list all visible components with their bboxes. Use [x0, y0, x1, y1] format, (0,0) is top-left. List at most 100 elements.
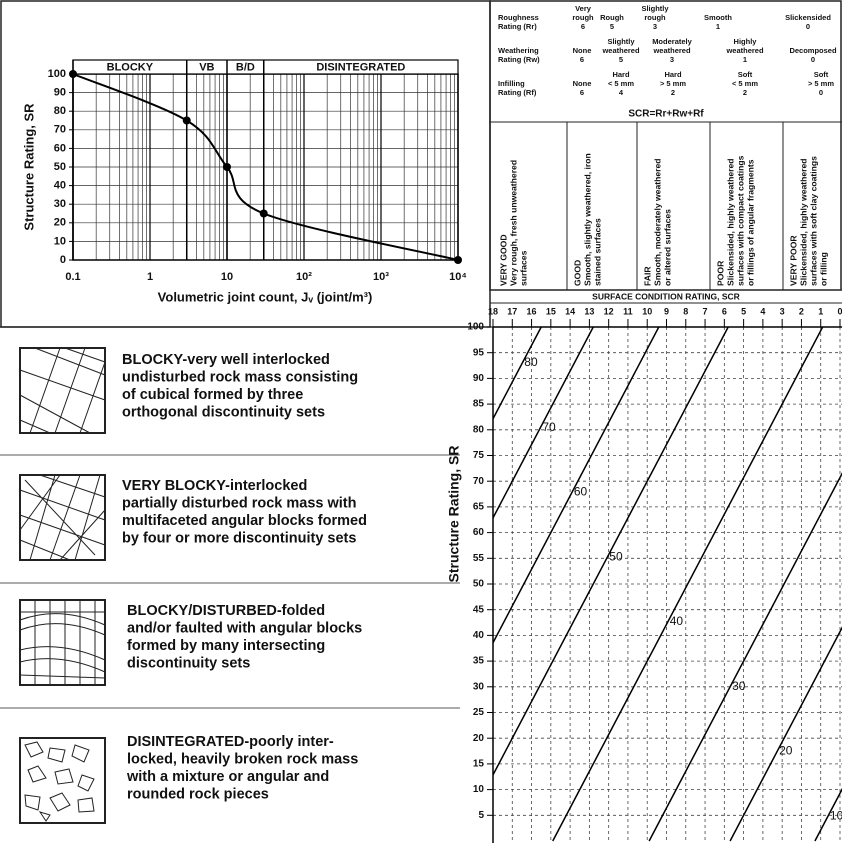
gsi-label: 70: [542, 420, 556, 434]
cell-text: < 5 mm: [732, 79, 758, 88]
condition-text: or altered surfaces: [662, 209, 672, 286]
cell-text: > 5 mm: [660, 79, 686, 88]
cell-text: Smooth: [704, 13, 732, 22]
x-tick-label: 17: [507, 306, 517, 316]
x-tick-label: 18: [488, 306, 498, 316]
cell-text: Highly: [734, 37, 758, 46]
x-tick-label: 9: [664, 306, 669, 316]
y-tick-label: 80: [473, 424, 485, 435]
condition-text: stained surfaces: [592, 218, 602, 286]
y-tick-label: 90: [473, 373, 485, 384]
data-point: [69, 70, 77, 78]
structure-text: partially disturbed rock mass with: [122, 495, 357, 511]
y-tick-label: 20: [473, 733, 485, 744]
cell-text: Hard: [664, 70, 682, 79]
condition-text: surfaces with compact coatings: [735, 155, 745, 286]
y-tick-label: 0: [60, 254, 66, 266]
y-tick-label: 10: [473, 784, 485, 795]
row-label: Rating (Rr): [498, 22, 537, 31]
y-tick-label: 5: [478, 810, 484, 821]
x-tick-label: 4: [760, 306, 765, 316]
gsi-label: 20: [779, 744, 793, 758]
structure-text: BLOCKY/DISTURBED-folded: [127, 603, 325, 619]
band-label: VB: [199, 61, 214, 73]
x-tick-label: 14: [565, 306, 575, 316]
cell-text: weathered: [725, 46, 764, 55]
x-tick-label: 5: [741, 306, 746, 316]
condition-class: POOR: [715, 260, 725, 286]
cell-rating: 5: [610, 22, 614, 31]
cell-rating: 3: [670, 55, 674, 64]
x-tick-label: 10²: [296, 271, 312, 283]
cell-text: > 5 mm: [808, 79, 834, 88]
cell-text: Very: [575, 4, 592, 13]
condition-class: GOOD: [572, 260, 582, 286]
gsi-label: 50: [609, 549, 623, 563]
structure-text: locked, heavily broken rock mass: [127, 751, 358, 767]
y-tick-label: 35: [473, 656, 485, 667]
y-tick-label: 50: [54, 161, 66, 173]
cell-text: rough: [644, 13, 666, 22]
cell-text: Moderately: [652, 37, 692, 46]
y-tick-label: 95: [473, 347, 485, 358]
cell-text: Hard: [612, 70, 630, 79]
gsi-label: 10: [830, 808, 842, 822]
condition-text: Smooth, slightly weathered, iron: [582, 153, 592, 286]
y-tick-label: 45: [473, 604, 485, 615]
x-tick-label: 1: [818, 306, 823, 316]
cell-text: rough: [572, 13, 594, 22]
x-tick-label: 10: [642, 306, 652, 316]
cell-rating: 1: [716, 22, 720, 31]
cell-text: Rough: [600, 13, 624, 22]
band-label: BLOCKY: [107, 61, 154, 73]
x-tick-label: 13: [584, 306, 594, 316]
row-label: Rating (Rw): [498, 55, 540, 64]
cell-text: Decomposed: [789, 46, 837, 55]
cell-text: weathered: [652, 46, 691, 55]
x-tick-label: 7: [703, 306, 708, 316]
row-label: Infilling: [498, 79, 525, 88]
cell-text: Slightly: [641, 4, 669, 13]
cell-text: < 5 mm: [608, 79, 634, 88]
cell-text: Soft: [814, 70, 829, 79]
row-label: Roughness: [498, 13, 539, 22]
cell-text: Slickensided: [785, 13, 831, 22]
gsi-label: 80: [524, 355, 538, 369]
gsi-label: 40: [670, 614, 684, 628]
x-axis-label: SURFACE CONDITION RATING, SCR: [592, 291, 740, 301]
y-tick-label: 60: [473, 527, 485, 538]
structure-text: orthogonal discontinuity sets: [122, 404, 325, 420]
condition-text: or fillings of angular fragments: [745, 159, 755, 286]
x-tick-label: 0: [837, 306, 842, 316]
data-point: [183, 117, 191, 125]
structure-text: with a mixture or angular and: [126, 769, 329, 785]
structure-text: discontinuity sets: [127, 655, 250, 671]
structure-text: undisturbed rock mass consisting: [122, 369, 358, 385]
x-tick-label: 10³: [373, 271, 389, 283]
data-point: [454, 256, 462, 264]
y-tick-label: 70: [54, 124, 66, 136]
y-axis-label: Structure Rating, SR: [21, 103, 36, 231]
y-tick-label: 50: [473, 579, 485, 590]
x-tick-label: 10⁴: [449, 271, 467, 283]
formula: SCR=Rr+Rw+Rf: [628, 109, 704, 120]
y-tick-label: 85: [473, 399, 485, 410]
data-point: [260, 210, 268, 218]
y-tick-label: 90: [54, 87, 66, 99]
cell-text: None: [573, 46, 592, 55]
x-tick-label: 1: [147, 271, 153, 283]
y-tick-label: 20: [54, 217, 66, 229]
x-tick-label: 11: [623, 306, 633, 316]
cell-rating: 6: [580, 55, 584, 64]
structure-text: VERY BLOCKY-interlocked: [122, 478, 307, 494]
condition-text: Slickensided, highly weathered: [798, 158, 808, 286]
row-label: Weathering: [498, 46, 539, 55]
condition-text: Very rough, fresh unweathered: [508, 160, 518, 286]
cell-text: Soft: [738, 70, 753, 79]
structure-text: by four or more discontinuity sets: [122, 530, 356, 546]
x-tick-label: 8: [683, 306, 688, 316]
cell-rating: 2: [743, 88, 747, 97]
data-point: [223, 163, 231, 171]
structure-text: and/or faulted with angular blocks: [127, 620, 362, 636]
x-tick-label: 16: [527, 306, 537, 316]
